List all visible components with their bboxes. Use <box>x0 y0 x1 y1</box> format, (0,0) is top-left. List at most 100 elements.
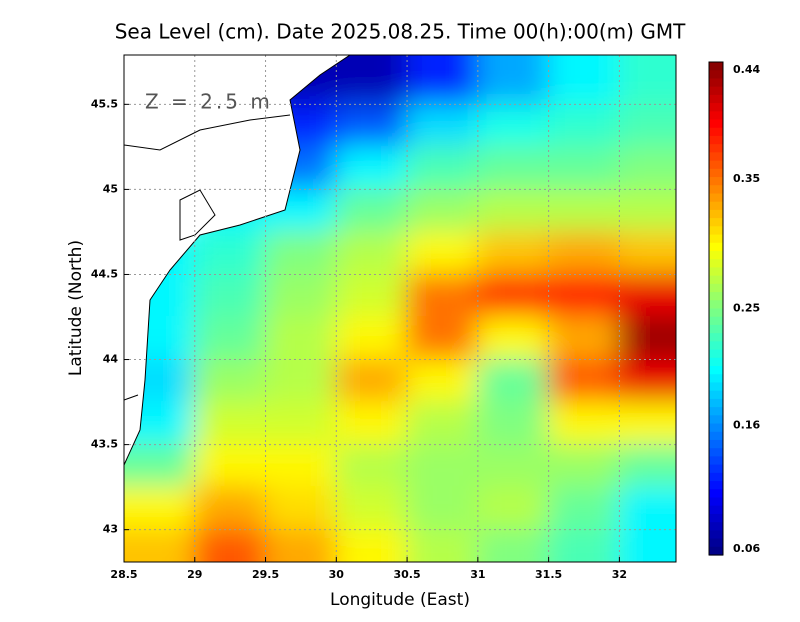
colorbar-step <box>709 423 723 433</box>
x-tick-label: 31 <box>470 568 485 581</box>
colorbar-step <box>709 505 723 515</box>
x-tick-label: 28.5 <box>110 568 137 581</box>
heatmap-cell <box>335 103 409 148</box>
heatmap-cell <box>618 528 676 562</box>
heatmap-cell <box>618 316 676 361</box>
heatmap-cell <box>193 401 267 446</box>
x-axis-label: Longitude (East) <box>330 590 470 610</box>
heatmap-cell <box>547 443 621 489</box>
heatmap-cell <box>618 273 676 319</box>
colorbar-step <box>709 250 723 260</box>
colorbar-step <box>709 209 723 219</box>
heatmap-cell <box>406 55 479 106</box>
heatmap-cell <box>193 230 267 276</box>
colorbar-tick-label: 0.44 <box>733 63 760 76</box>
colorbar-step <box>709 259 723 269</box>
heatmap-cell <box>547 145 621 191</box>
plot-frame <box>123 54 677 563</box>
colorbar-step <box>709 472 723 482</box>
land <box>124 55 351 466</box>
colorbar-step <box>709 481 723 490</box>
colorbar-tick-label: 0.16 <box>733 418 760 431</box>
heatmap-cell <box>476 358 550 404</box>
colorbar-step <box>709 111 723 121</box>
heatmap-cell <box>264 316 338 361</box>
heatmap-cell <box>193 486 267 531</box>
heatmap-cell <box>618 358 676 404</box>
heatmap-cell <box>547 230 621 276</box>
heatmap-cell <box>335 188 409 233</box>
colorbar-step <box>709 275 723 285</box>
heatmap-cell <box>618 230 676 276</box>
grid <box>124 55 676 562</box>
y-tick-label: 44.5 <box>91 267 118 280</box>
heatmap-cell <box>264 486 338 531</box>
heatmap-cell <box>406 486 479 531</box>
colorbar-step <box>709 349 723 359</box>
heatmap-cell <box>335 358 409 404</box>
colorbar-step <box>709 177 723 186</box>
heatmap-cell <box>547 188 621 233</box>
colorbar-step <box>709 70 723 80</box>
colorbar-step <box>709 135 723 145</box>
heatmap-cell <box>547 103 621 148</box>
heatmap-cell <box>618 486 676 531</box>
colorbar-step <box>709 456 723 466</box>
heatmap-cell <box>264 401 338 446</box>
heatmap-cell <box>335 230 409 276</box>
heatmap-cell <box>547 401 621 446</box>
heatmap-cell <box>264 273 338 319</box>
colorbar-step <box>709 103 723 112</box>
heatmap-cell <box>618 443 676 489</box>
y-tick-label: 43 <box>103 523 118 536</box>
heatmap-cell <box>476 528 550 562</box>
y-tick-label: 44 <box>103 353 119 366</box>
colorbar-step <box>709 398 723 408</box>
heatmap-cell <box>264 528 338 562</box>
heatmap-cell <box>476 401 550 446</box>
heatmap-cell <box>124 528 196 562</box>
heatmap-cell <box>618 103 676 148</box>
y-tick-label: 45 <box>103 182 118 195</box>
colorbar-step <box>709 513 723 523</box>
heatmap-cell <box>618 145 676 191</box>
colorbar-step <box>709 538 723 548</box>
colorbar-step <box>709 357 723 367</box>
heatmap-cell <box>406 145 479 191</box>
coastline-detail <box>124 114 291 401</box>
heatmap-cell <box>476 273 550 319</box>
colorbar-step <box>709 226 723 236</box>
heatmap-cell <box>193 273 267 319</box>
colorbar-step <box>709 218 723 227</box>
colorbar-step <box>709 160 723 170</box>
colorbar-step <box>709 127 723 137</box>
heatmap-cell <box>406 358 479 404</box>
x-tick-label: 30.5 <box>394 568 421 581</box>
heatmap-cell <box>335 273 409 319</box>
colorbar: 0.06 0.16 0.25 0.35 0.44 <box>708 61 760 556</box>
colorbar-step <box>709 530 723 540</box>
colorbar-step <box>709 62 723 71</box>
colorbar-tick-label: 0.25 <box>733 302 760 315</box>
annotation: Z = 2.5 m <box>145 90 273 114</box>
y-tick-label: 45.5 <box>91 97 118 110</box>
heatmap-cell <box>335 55 409 106</box>
heatmap-cell <box>406 230 479 276</box>
colorbar-step <box>709 168 723 178</box>
colorbar-step <box>709 439 723 449</box>
x-tick-label: 29 <box>187 568 202 581</box>
heatmap-cell <box>406 316 479 361</box>
colorbar-step <box>709 300 723 310</box>
colorbar-step <box>709 382 723 392</box>
colorbar-step <box>709 201 723 211</box>
heatmap-cell <box>193 316 267 361</box>
colorbar-step <box>709 267 723 277</box>
heatmap-cell <box>124 486 196 531</box>
heatmap-cell <box>124 443 196 489</box>
heatmap-cell <box>476 145 550 191</box>
colorbar-step <box>709 333 723 342</box>
heatmap-cell <box>335 443 409 489</box>
colorbar-step <box>709 464 723 474</box>
colorbar-step <box>709 431 723 441</box>
colorbar-frame <box>708 61 724 556</box>
